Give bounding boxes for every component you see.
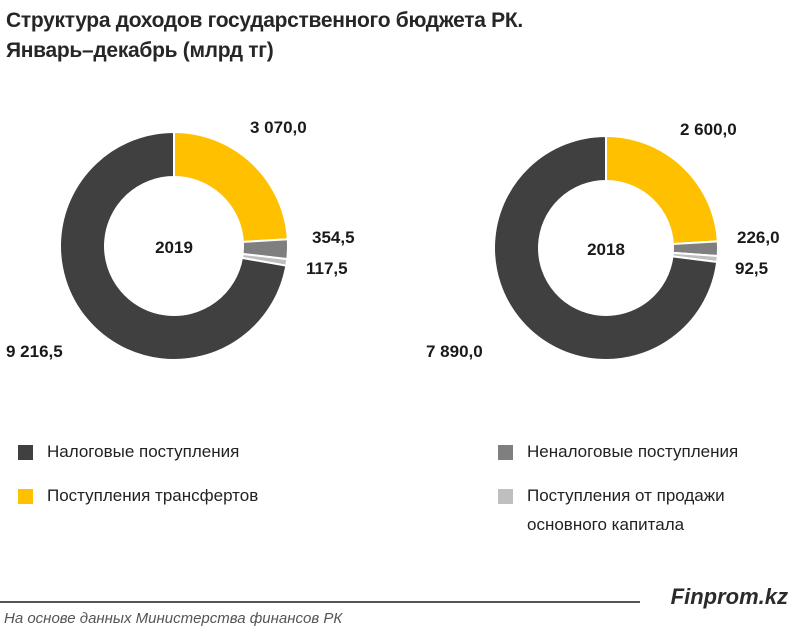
legend-label: Неналоговые поступления (527, 442, 739, 461)
legend-item-transfers: Поступления трансфертов (18, 486, 258, 506)
legend-item-capital: Поступления от продажи основного капитал… (498, 481, 788, 539)
title-line-1: Структура доходов государственного бюдже… (6, 9, 523, 32)
legend-item-tax: Налоговые поступления (18, 442, 239, 462)
donut-slice-2018-3 (493, 134, 719, 361)
legend-swatch (18, 445, 33, 460)
legend-label: Поступления трансфертов (47, 486, 259, 505)
legend-label: Поступления от продажи основного капитал… (527, 486, 725, 534)
chart-title: Структура доходов государственного бюдже… (6, 6, 523, 66)
data-label: 9 216,5 (6, 342, 63, 361)
legend-swatch (498, 445, 513, 460)
brand-logo: Finprom.kz (670, 584, 788, 609)
legend-item-nontax: Неналоговые поступления (498, 442, 738, 462)
data-label: 354,5 (312, 228, 355, 247)
data-label: 92,5 (735, 259, 768, 278)
donut-slice-2019-3 (59, 130, 288, 361)
data-label: 226,0 (737, 228, 780, 247)
data-label: 7 890,0 (426, 342, 483, 361)
donut-slice-2018-0 (605, 134, 719, 246)
title-line-2: Январь–декабрь (млрд тг) (6, 39, 274, 62)
donut-slice-2019-0 (173, 130, 289, 243)
legend-swatch (18, 489, 33, 504)
center-label-2018: 2018 (587, 240, 625, 259)
source-note: На основе данных Министерства финансов Р… (4, 610, 343, 627)
data-label: 2 600,0 (680, 120, 737, 139)
legend-label: Налоговые поступления (47, 442, 240, 461)
center-label-2019: 2019 (155, 238, 193, 257)
data-label: 117,5 (306, 259, 348, 278)
divider (0, 601, 640, 603)
data-label: 3 070,0 (250, 118, 307, 137)
legend-swatch (498, 489, 513, 504)
